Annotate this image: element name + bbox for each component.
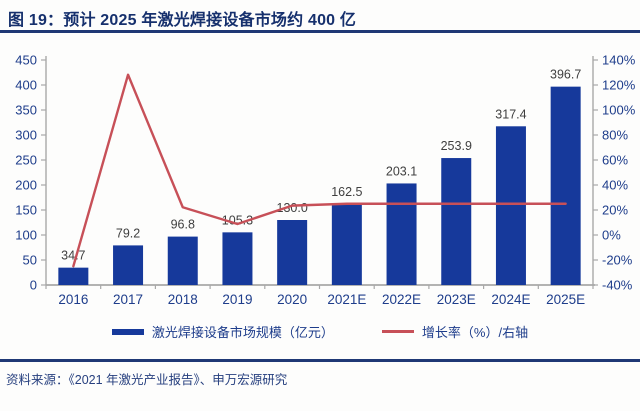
legend-item-growth-rate: 增长率（%）/右轴 [381,322,529,341]
right-axis-tick-label: 0% [602,228,621,243]
bar [167,236,198,285]
right-axis-tick-label: 140% [602,53,636,68]
x-tick-label: 2018 [168,292,198,307]
left-axis-tick-label: 250 [15,153,37,168]
left-axis-tick-label: 350 [15,103,37,118]
x-tick-label: 2019 [222,292,252,307]
x-tick-label: 2016 [58,292,88,307]
chart-canvas: 0 50 100 150 200 250 300 350 400 450 -40% -20% 0% 20%… [15,53,636,308]
bar [550,86,581,286]
bar-value-label: 253.9 [441,139,472,153]
left-axis-tick-label: 450 [15,53,37,68]
bar-value-label: 105.3 [222,213,253,227]
right-axis-tick-label: 120% [602,78,636,93]
x-tick-label: 2022E [382,292,421,307]
bar [441,158,472,285]
growth-rate-line [72,73,567,268]
right-axis-tick-label: 60% [602,153,628,168]
source-note: 资料来源：《2021 年激光产业报告》、申万宏源研究 [6,373,288,387]
x-tick-label: 2025E [546,292,585,307]
legend-label: 增长率（%）/右轴 [421,325,529,340]
right-axis-tick-label: -40% [602,278,633,293]
x-tick-label: 2017 [113,292,143,307]
x-tick-label: 2024E [491,292,530,307]
bar-value-label: 396.7 [550,68,581,82]
left-axis-tick-label: 50 [23,253,37,268]
right-axis-tick-label: 20% [602,203,628,218]
chart-legend: 激光焊接设备市场规模（亿元） 增长率（%）/右轴 [0,322,640,341]
figure-title: 图 19：预计 2025 年激光焊接设备市场约 400 亿 [8,12,357,29]
footer-divider [0,359,640,362]
right-axis-tick-label: 80% [602,128,628,143]
bar-value-label: 203.1 [386,164,417,178]
left-axis-tick-label: 200 [15,178,37,193]
left-axis-tick-label: 150 [15,203,37,218]
bar [113,245,144,285]
bar-value-label: 96.8 [171,218,195,232]
bar-value-label: 317.4 [495,107,526,121]
bar-value-label: 79.2 [116,226,140,240]
left-axis-tick-label: 400 [15,78,37,93]
legend-item-market-size: 激光焊接设备市场规模（亿元） [111,322,334,341]
right-axis-tick-label: -20% [602,253,633,268]
bar-value-label: 34.7 [61,249,85,263]
line-series-marker [381,330,414,333]
x-tick-label: 2020 [277,292,307,307]
bar-value-label: 130.0 [277,201,308,215]
bar [386,183,417,285]
left-axis-tick-label: 100 [15,228,37,243]
bar [495,126,526,285]
title-divider [0,30,640,33]
bar-value-label: 162.5 [331,185,362,199]
x-tick-label: 2021E [327,292,366,307]
legend-label: 激光焊接设备市场规模（亿元） [151,325,334,340]
bar-series-marker [111,328,144,335]
bar [277,220,308,285]
left-axis-tick-label: 0 [30,278,37,293]
right-axis-tick-label: 40% [602,178,628,193]
left-axis-tick-label: 300 [15,128,37,143]
bar [222,232,253,285]
right-axis-tick-label: 100% [602,103,636,118]
bar [58,267,89,285]
bar [331,203,362,285]
x-tick-label: 2023E [437,292,476,307]
